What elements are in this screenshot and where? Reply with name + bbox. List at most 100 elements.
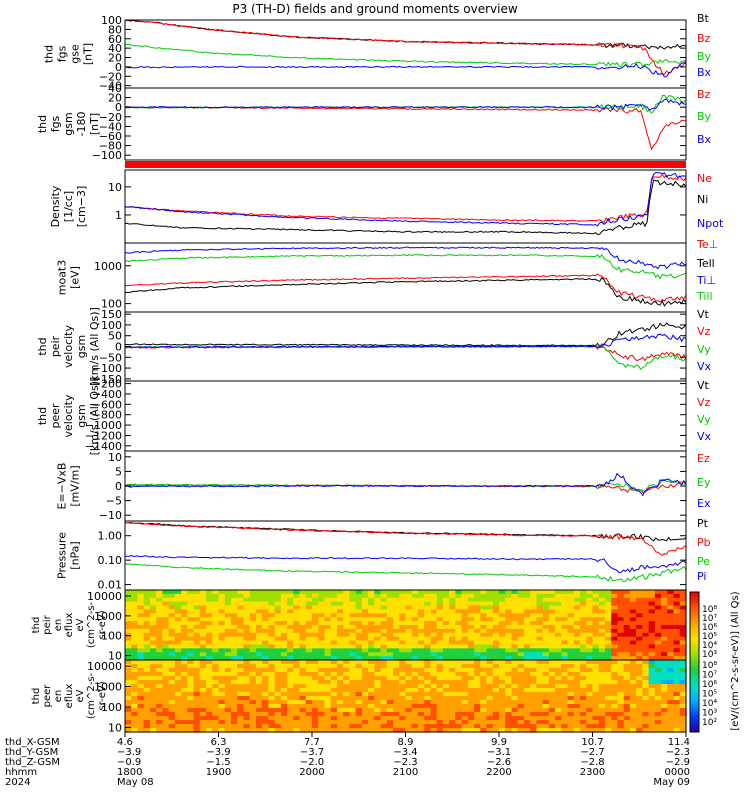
spectrogram-cell [648, 617, 656, 622]
spectrogram-cell [548, 593, 556, 599]
spectrogram-cell [206, 644, 213, 649]
spectrogram-cell [523, 724, 531, 729]
spectrogram-cell [530, 609, 537, 614]
spectrogram-cell [611, 605, 619, 611]
spectrogram-cell [131, 696, 139, 701]
spectrogram-cell [505, 640, 513, 646]
legend-Vt: Vt [697, 379, 710, 392]
spectrogram-cell [181, 640, 188, 646]
spectrogram-cell [592, 668, 600, 673]
spectrogram-cell [287, 636, 294, 642]
spectrogram-cell [654, 656, 662, 661]
legend-Ey: Ey [697, 476, 711, 489]
spectrogram-cell [424, 724, 432, 729]
legend-Ne: Ne [697, 172, 712, 185]
legend-Npot: Npot [697, 217, 724, 230]
y-label-line: [km/s (All Qs)] [88, 307, 101, 386]
spectrogram-cell [530, 628, 537, 634]
y-tick-label: −400 [92, 388, 122, 401]
spectrogram-cell [181, 716, 188, 721]
spectrogram-cell [555, 692, 562, 697]
series-Ti⊥ [125, 246, 686, 270]
spectrogram-cell [642, 680, 650, 685]
spectrogram-cell [368, 704, 375, 709]
spectrogram-cell [399, 700, 407, 705]
spectrogram-cell [424, 676, 432, 681]
spectrogram-cell [592, 636, 600, 642]
spectrogram-cell [230, 636, 238, 642]
spectrogram-cell [255, 625, 263, 630]
spectrogram-cell [312, 692, 319, 697]
spectrogram-cell [206, 696, 213, 701]
spectrogram-cell [480, 712, 488, 717]
spectrogram-cell [661, 609, 668, 614]
spectrogram-cell [187, 590, 195, 595]
spectrogram-cell [168, 720, 176, 725]
spectrogram-cell [486, 708, 494, 713]
spectrogram-cell [162, 656, 170, 661]
spectrogram-cell [299, 609, 307, 614]
spectrogram-cell [542, 668, 550, 673]
spectrogram-cell [355, 696, 363, 701]
spectrogram-cell [174, 668, 182, 673]
spectrogram-cell [629, 636, 637, 642]
spectrogram-cell [642, 668, 650, 673]
y-label-line: thd [31, 617, 42, 634]
spectrogram-cell [474, 700, 481, 705]
spectrogram-cell [611, 668, 619, 673]
spectrogram-cell [604, 716, 612, 721]
spectrogram-cell [424, 660, 432, 665]
spectrogram-cell [492, 716, 500, 721]
legend-Vz: Vz [697, 396, 711, 409]
spectrogram-cell [436, 668, 444, 673]
spectrogram-cell [218, 672, 226, 677]
spectrogram-cell [604, 593, 612, 599]
spectrogram-cell [636, 720, 643, 725]
spectrogram-cell [149, 664, 157, 669]
spectrogram-cell [648, 668, 656, 673]
y-label-line: thd [36, 337, 49, 355]
spectrogram-cell [411, 696, 419, 701]
spectrogram-cell [580, 593, 587, 599]
spectrogram-cell [174, 676, 182, 681]
spectrogram-cell [405, 684, 413, 689]
spectrogram-cell [181, 688, 188, 693]
spectrogram-cell [580, 728, 587, 733]
spectrogram-cell [374, 708, 382, 713]
spectrogram-cell [174, 656, 182, 661]
spectrogram-cell [598, 700, 606, 705]
spectrogram-cell [249, 660, 257, 665]
spectrogram-cell [255, 716, 263, 721]
spectrogram-cell [137, 593, 145, 599]
spectrogram-cell [131, 688, 139, 693]
spectrogram-cell [255, 648, 263, 653]
spectrogram-cell [324, 597, 332, 603]
spectrogram-cell [586, 728, 594, 733]
spectrogram-cell [561, 613, 569, 618]
spectrogram-cell [548, 704, 556, 709]
spectrogram-cell [424, 644, 432, 649]
spectrogram-cell [623, 636, 631, 642]
spectrogram-cell [149, 696, 157, 701]
spectrogram-cell [380, 617, 388, 622]
spectrogram-cell [536, 724, 544, 729]
spectrogram-cell [417, 712, 425, 717]
spectrogram-cell [131, 656, 139, 661]
spectrogram-cell [181, 656, 188, 661]
spectrogram-cell [368, 597, 375, 603]
spectrogram-cell [324, 712, 332, 717]
spectrogram-cell [181, 601, 188, 607]
spectrogram-cell [436, 688, 444, 693]
spectrogram-cell [206, 621, 213, 626]
spectrogram-cell [580, 684, 587, 689]
spectrogram-cell [592, 676, 600, 681]
spectrogram-cell [361, 601, 369, 607]
spectrogram-cell [436, 680, 444, 685]
spectrogram-cell [336, 676, 344, 681]
spectrogram-cell [411, 652, 419, 657]
spectrogram-cell [474, 625, 481, 630]
spectrogram-cell [405, 625, 413, 630]
spectrogram-cell [474, 640, 481, 646]
spectrogram-cell [604, 720, 612, 725]
spectrogram-cell [237, 724, 245, 729]
